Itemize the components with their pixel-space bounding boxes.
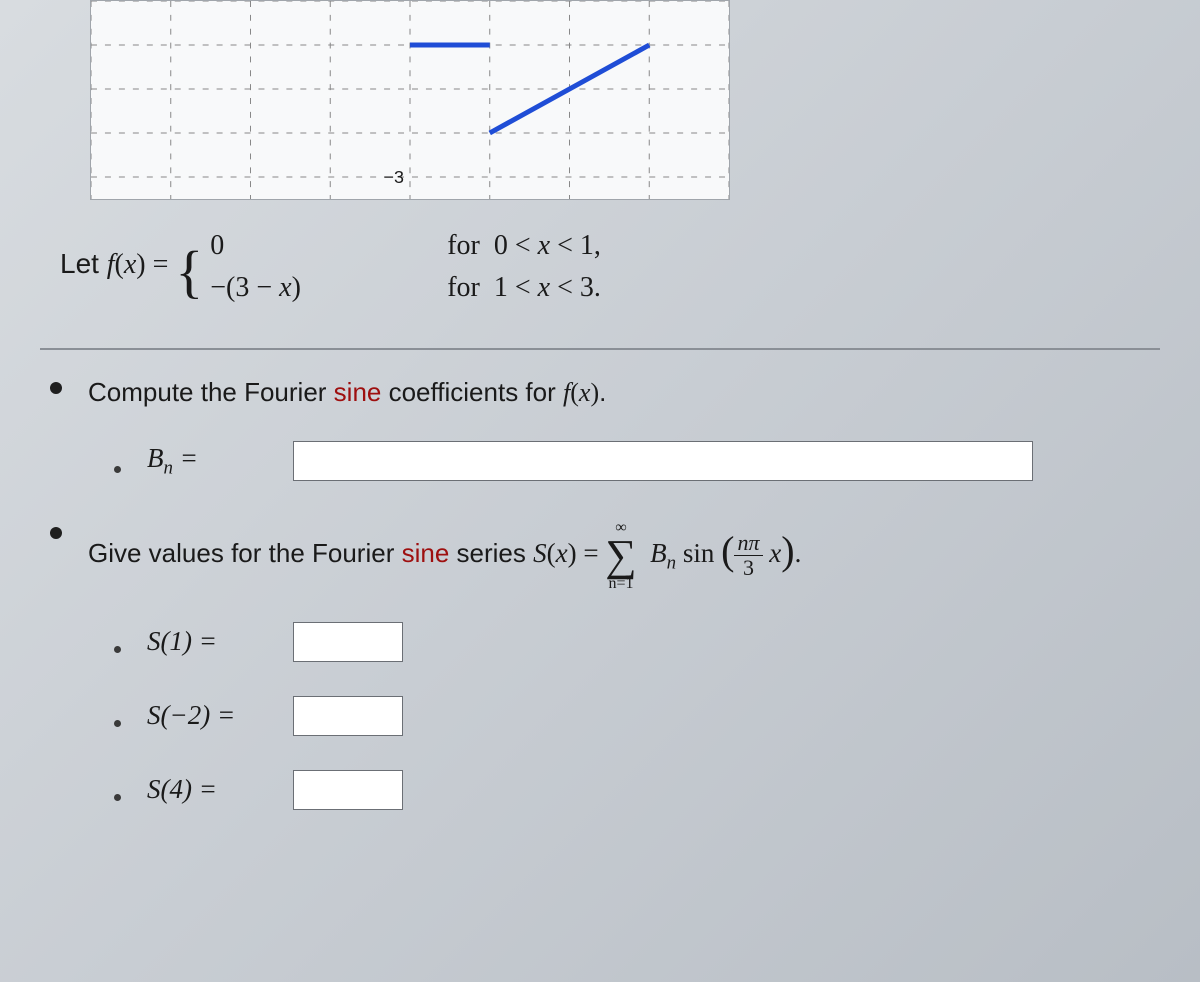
sm2-input[interactable] xyxy=(293,696,403,736)
bullet-icon xyxy=(50,527,62,539)
sigma-symbol: ∑ xyxy=(605,536,636,576)
s1-answer-row: S(1) = xyxy=(114,622,1160,662)
def-lhs: Let f(x) = xyxy=(60,249,175,280)
graph-svg: −3 xyxy=(91,1,729,199)
question-list: Compute the Fourier sine coefficients fo… xyxy=(50,370,1160,844)
bn-input[interactable] xyxy=(293,441,1033,481)
q1-pre: Compute the Fourier xyxy=(88,377,334,407)
bn-answer-row: Bn = xyxy=(114,441,1160,481)
piece2-expr: −(3 − x) xyxy=(210,267,440,309)
s1-label: S(1) = xyxy=(147,626,267,657)
page-root: −3 Let f(x) = { 0 for 0 < x < 1, −(3 − x… xyxy=(0,0,1200,982)
bullet-icon xyxy=(50,382,62,394)
q1-text: Compute the Fourier sine coefficients fo… xyxy=(88,370,1160,415)
question-1: Compute the Fourier sine coefficients fo… xyxy=(50,370,1160,415)
frac-num: nπ xyxy=(734,531,762,556)
q2-pre: Give values for the Fourier xyxy=(88,538,402,568)
bn-label: Bn = xyxy=(147,443,267,479)
s4-label: S(4) = xyxy=(147,774,267,805)
s1-input[interactable] xyxy=(293,622,403,662)
left-brace: { xyxy=(175,239,203,304)
piece2-cond: for 1 < x < 3. xyxy=(447,267,601,309)
question-2: Give values for the Fourier sine series … xyxy=(50,515,1160,592)
q2-period: . xyxy=(795,538,802,568)
q2-text: Give values for the Fourier sine series … xyxy=(88,515,1160,592)
sine-word: sine xyxy=(334,377,382,407)
q1-post: coefficients for xyxy=(381,377,563,407)
sm2-label: S(−2) = xyxy=(147,700,267,731)
frac-den: 3 xyxy=(740,556,757,580)
piece1-expr: 0 xyxy=(210,225,440,267)
bullet-icon xyxy=(114,646,121,653)
bullet-icon xyxy=(114,794,121,801)
series-expression: S(x) = ∞ ∑ n=1 Bn sin (nπ3 x). xyxy=(533,538,801,568)
separator-rule xyxy=(40,348,1160,350)
bullet-icon xyxy=(114,720,121,727)
function-definition: Let f(x) = { 0 for 0 < x < 1, −(3 − x) f… xyxy=(60,225,601,309)
q1-period: . xyxy=(599,377,606,407)
sine-word: sine xyxy=(402,538,450,568)
sm2-answer-row: S(−2) = xyxy=(114,696,1160,736)
s4-answer-row: S(4) = xyxy=(114,770,1160,810)
q2-mid: series xyxy=(449,538,533,568)
bullet-icon xyxy=(114,466,121,473)
y-tick-label: −3 xyxy=(384,167,405,187)
s4-input[interactable] xyxy=(293,770,403,810)
sum-lower: n=1 xyxy=(608,576,633,592)
piece1-cond: for 0 < x < 1, xyxy=(447,225,601,267)
function-graph: −3 xyxy=(90,0,730,200)
